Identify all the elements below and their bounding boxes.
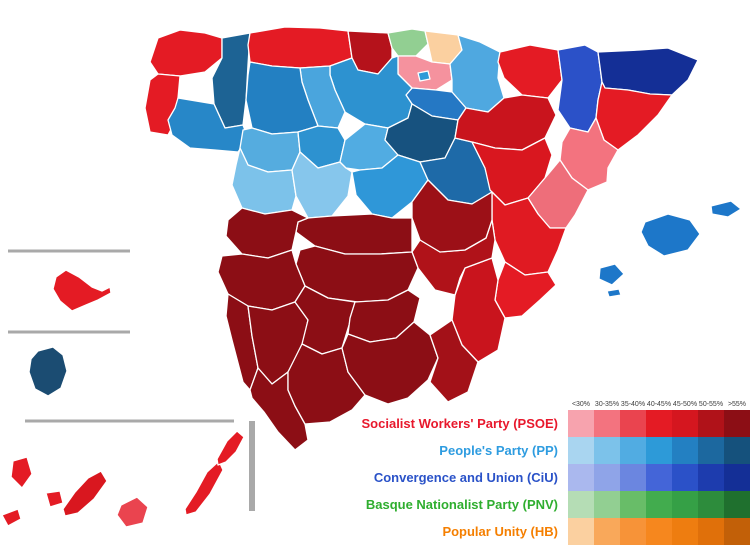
legend-swatch-pnv-4 (672, 491, 698, 518)
legend-swatch-hb-5 (698, 518, 724, 545)
legend-threshold-2: 35-40% (620, 401, 646, 408)
province-melilla (28, 346, 68, 397)
province-cordoba (294, 285, 356, 355)
legend-swatch-ciu-6 (724, 464, 750, 491)
legend-swatch-pnv-1 (594, 491, 620, 518)
legend-swatch-hb-4 (672, 518, 698, 545)
province-trevino (417, 70, 431, 82)
legend-swatch-pnv-3 (646, 491, 672, 518)
inset-frames (8, 249, 255, 511)
province-la-palma (10, 456, 33, 489)
legend-threshold-3: 40-45% (646, 401, 672, 408)
province-gran-canaria (116, 496, 149, 528)
legend-label-hb: Popular Unity (HB) (442, 524, 558, 539)
legend-swatch-pnv-2 (620, 491, 646, 518)
legend-swatch-pp-3 (646, 437, 672, 464)
legend-swatch-ciu-3 (646, 464, 672, 491)
province-tenerife (62, 470, 108, 517)
legend-swatch-pp-1 (594, 437, 620, 464)
legend-swatch-pnv-5 (698, 491, 724, 518)
legend-swatch-psoe-2 (620, 410, 646, 437)
province-el-hierro (1, 508, 22, 527)
legend-swatch-pp-0 (568, 437, 594, 464)
province-ourense (167, 97, 249, 153)
legend-swatch-ciu-0 (568, 464, 594, 491)
legend-swatch-pp-5 (698, 437, 724, 464)
legend-swatch-hb-0 (568, 518, 594, 545)
legend-swatch-psoe-0 (568, 410, 594, 437)
province-shapes (1, 26, 742, 528)
province-almeria (429, 319, 479, 403)
legend-swatch-hb-6 (724, 518, 750, 545)
province-fuerteventura (184, 460, 224, 516)
province-menorca (710, 200, 742, 218)
legend-threshold-1: 30-35% (594, 401, 620, 408)
legend-swatch-ciu-2 (620, 464, 646, 491)
province-barcelona (595, 81, 673, 151)
legend-threshold-0: <30% (571, 401, 591, 408)
province-ibiza (598, 263, 625, 286)
legend-swatch-ciu-1 (594, 464, 620, 491)
legend-label-pnv: Basque Nationalist Party (PNV) (365, 497, 558, 512)
legend-swatch-hb-3 (646, 518, 672, 545)
legend-swatch-pnv-6 (724, 491, 750, 518)
province-bizkaia (387, 28, 429, 57)
legend-label-ciu: Convergence and Union (CiU) (373, 470, 558, 485)
legend-swatch-hb-1 (594, 518, 620, 545)
legend-swatch-psoe-5 (698, 410, 724, 437)
province-mallorca (640, 213, 701, 257)
legend-swatch-psoe-4 (672, 410, 698, 437)
province-caceres (225, 207, 309, 259)
legend-label-pp: People's Party (PP) (439, 443, 558, 458)
legend-threshold-6: >55% (727, 401, 747, 408)
province-tarragona (559, 117, 619, 191)
legend-swatch-pnv-0 (568, 491, 594, 518)
legend-swatch-ciu-5 (698, 464, 724, 491)
legend-threshold-4: 45-50% (672, 401, 698, 408)
legend-swatch-psoe-6 (724, 410, 750, 437)
province-formentera (606, 288, 622, 298)
legend-swatch-pp-6 (724, 437, 750, 464)
legend-label-psoe: Socialist Workers' Party (PSOE) (361, 416, 558, 431)
province-la-gomera (45, 490, 64, 508)
province-cuenca (411, 179, 493, 253)
legend-swatch-psoe-3 (646, 410, 672, 437)
province-murcia (451, 257, 506, 363)
province-ceuta (52, 269, 112, 312)
legend-swatch-ciu-4 (672, 464, 698, 491)
province-lanzarote (216, 430, 245, 466)
legend-swatch-hb-2 (620, 518, 646, 545)
legend-swatch-pp-4 (672, 437, 698, 464)
legend-threshold-5: 50-55% (698, 401, 724, 408)
legend-swatch-pp-2 (620, 437, 646, 464)
legend-swatch-psoe-1 (594, 410, 620, 437)
